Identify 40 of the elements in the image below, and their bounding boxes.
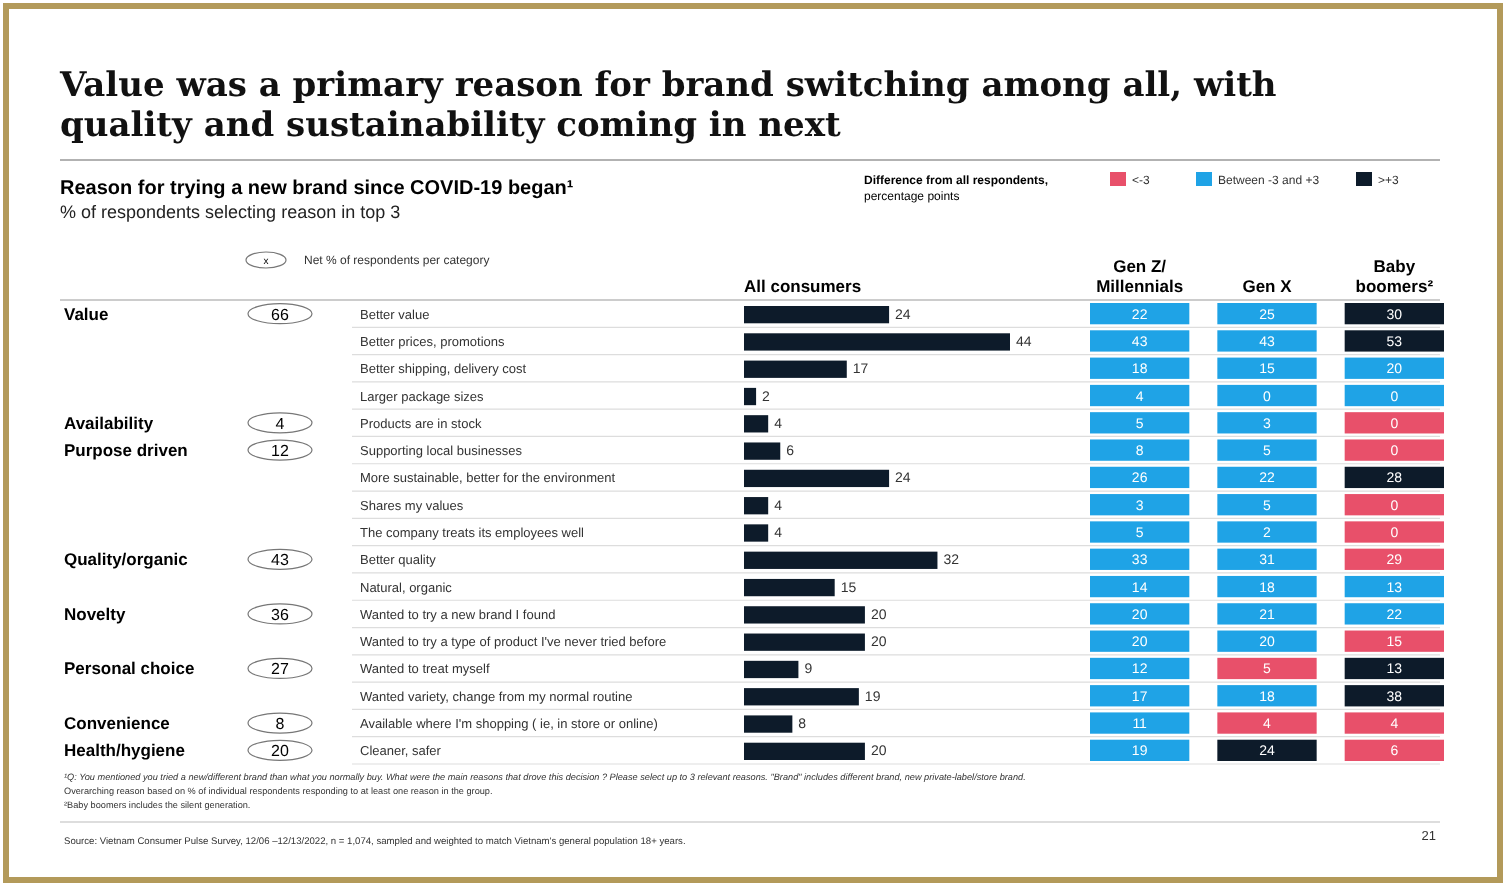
text: 27 [271,660,290,679]
text: Value [64,303,109,324]
chart-title: Value was a primary reason for brand switching among all, with quality and sustainability coming in next [58,66,1277,146]
bar [744,578,835,597]
text: 8 [275,715,286,734]
text: Health/hygiene [64,740,186,761]
bar [744,551,938,569]
text: Reason for trying a new brand since COVID-19 began¹ [60,178,575,200]
x-axis-title: % of respondents selecting reason in top 3 [60,202,401,222]
text: 36 [271,605,290,624]
bar [744,606,865,624]
text: Quality/organic [64,549,189,570]
text: Purpose driven [64,440,188,461]
bar [744,633,865,651]
bar [744,442,781,460]
text: 43 [271,551,290,570]
text: 12 [271,442,290,461]
series-label: All consumers [744,276,862,296]
text: Convenience [64,713,171,734]
bar [744,715,793,733]
x-tick-label: Gen X [1242,276,1293,296]
bar [744,742,865,760]
bar [744,306,890,324]
bar [744,333,1010,351]
bar [744,497,769,515]
bar [744,469,890,488]
x-tick-label: Baby boomers² [1355,256,1434,296]
text: Personal choice [64,658,195,679]
bar [744,524,769,542]
bar [744,660,799,679]
x-tick-label: Gen Z/ Millennials [1096,256,1184,296]
bar [744,360,847,378]
bar [744,688,859,706]
text: 66 [271,305,290,324]
text: Novelty [64,603,126,624]
bar [744,415,769,433]
text: 20 [271,742,290,761]
text: Availability [64,412,154,433]
text: 4 [275,414,286,433]
bar [744,387,757,406]
